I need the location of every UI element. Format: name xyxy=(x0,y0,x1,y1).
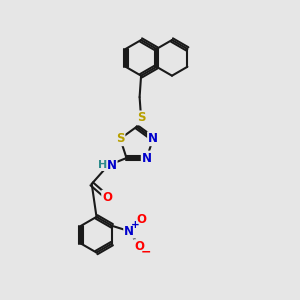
Text: N: N xyxy=(148,132,158,145)
Text: S: S xyxy=(116,132,124,145)
Text: O: O xyxy=(135,240,145,253)
Text: N: N xyxy=(142,152,152,164)
Text: O: O xyxy=(102,191,112,204)
Text: +: + xyxy=(131,220,140,230)
Text: N: N xyxy=(124,225,134,238)
Text: H: H xyxy=(98,160,107,170)
Text: O: O xyxy=(137,213,147,226)
Text: S: S xyxy=(137,111,145,124)
Text: N: N xyxy=(106,159,117,172)
Text: −: − xyxy=(141,245,152,258)
